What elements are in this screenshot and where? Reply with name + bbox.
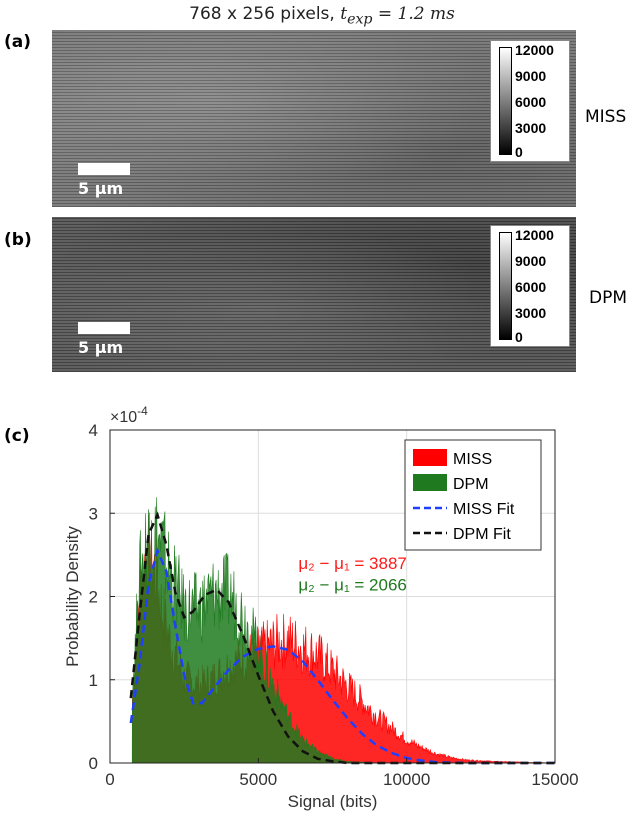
legend-swatch [413,449,447,466]
panel-b-colorbar-tick: 6000 [515,279,547,295]
panel-b-colorbar-tick: 12000 [515,227,554,243]
y-axis-label: Probability Density [63,526,82,667]
title-rest: = 1.2 ms [372,4,455,24]
annotation-label: μ₂ − μ₁ = 3887 [298,554,407,573]
panel-c-label: (c) [4,426,30,446]
panel-a-colorbar-tick: 6000 [515,94,547,110]
panel-b-scale-bar [78,322,130,334]
y-tick-label: 0 [89,754,98,773]
panel-b-side-label: DPM [589,288,628,308]
x-tick-label: 15000 [531,770,578,789]
panel-a-scale-label: 5 μm [78,179,124,198]
x-tick-label: 10000 [383,770,430,789]
panel-a-colorbar-gradient [499,47,512,155]
y-exponent-base: ×10 [110,409,137,426]
title-sub: exp [347,11,373,28]
panel-a-scale-bar [78,163,130,175]
panel-a-colorbar-tick: 0 [515,144,523,160]
panel-b-colorbar-tick: 3000 [515,305,547,321]
legend-label: DPM Fit [453,526,511,543]
y-tick-label: 1 [89,671,98,690]
panel-a-side-label: MISS [585,107,627,127]
chart-annotations: μ₂ − μ₁ = 3887 μ₂ − μ₁ = 2066 [298,554,407,595]
panel-b-colorbar-tick: 9000 [515,253,547,269]
x-tick-label: 5000 [239,770,277,789]
legend-swatch [413,474,447,491]
panel-a-colorbar-tick: 3000 [515,120,547,136]
panel-a-colorbar-tick: 12000 [515,42,554,58]
panel-b-colorbar: 12000 9000 6000 3000 0 [490,225,570,347]
panel-b-colorbar-gradient [499,232,512,340]
figure-title: 768 x 256 pixels, texp = 1.2 ms [0,4,644,27]
y-tick-label: 3 [89,504,98,523]
panel-b-label: (b) [4,230,32,250]
y-exponent-power: -4 [137,404,148,418]
panel-a-microscopy-image: 12000 9000 6000 3000 0 5 μm [52,30,576,207]
legend-label: MISS [453,451,492,468]
panel-a-colorbar: 12000 9000 6000 3000 0 [490,40,570,162]
chart-legend: MISS DPM MISS Fit DPM Fit [404,439,542,551]
panel-b-scale-label: 5 μm [78,338,124,357]
fit-line-miss-fit [129,546,555,765]
panel-a-colorbar-tick: 9000 [515,68,547,84]
x-tick-label: 0 [105,770,114,789]
title-math: t [340,4,348,24]
chart-axes: 0 5000 10000 15000 0 1 2 3 4 [89,421,579,789]
legend-label: MISS Fit [453,501,515,518]
legend-label: DPM [453,476,489,493]
y-exponent-label: ×10-4 [110,404,148,426]
panel-b-microscopy-image: 12000 9000 6000 3000 0 5 μm [52,217,576,372]
y-tick-label: 4 [89,421,98,440]
panel-b-colorbar-tick: 0 [515,329,523,345]
y-tick-label: 2 [89,588,98,607]
histogram-chart: 0 5000 10000 15000 0 1 2 3 4 ×10-4 Signal (bits)… [63,404,579,811]
annotation-label: μ₂ − μ₁ = 2066 [298,576,407,595]
x-axis-label: Signal (bits) [288,792,378,811]
title-prefix: 768 x 256 pixels, [189,4,341,24]
panel-a-label: (a) [4,32,32,52]
